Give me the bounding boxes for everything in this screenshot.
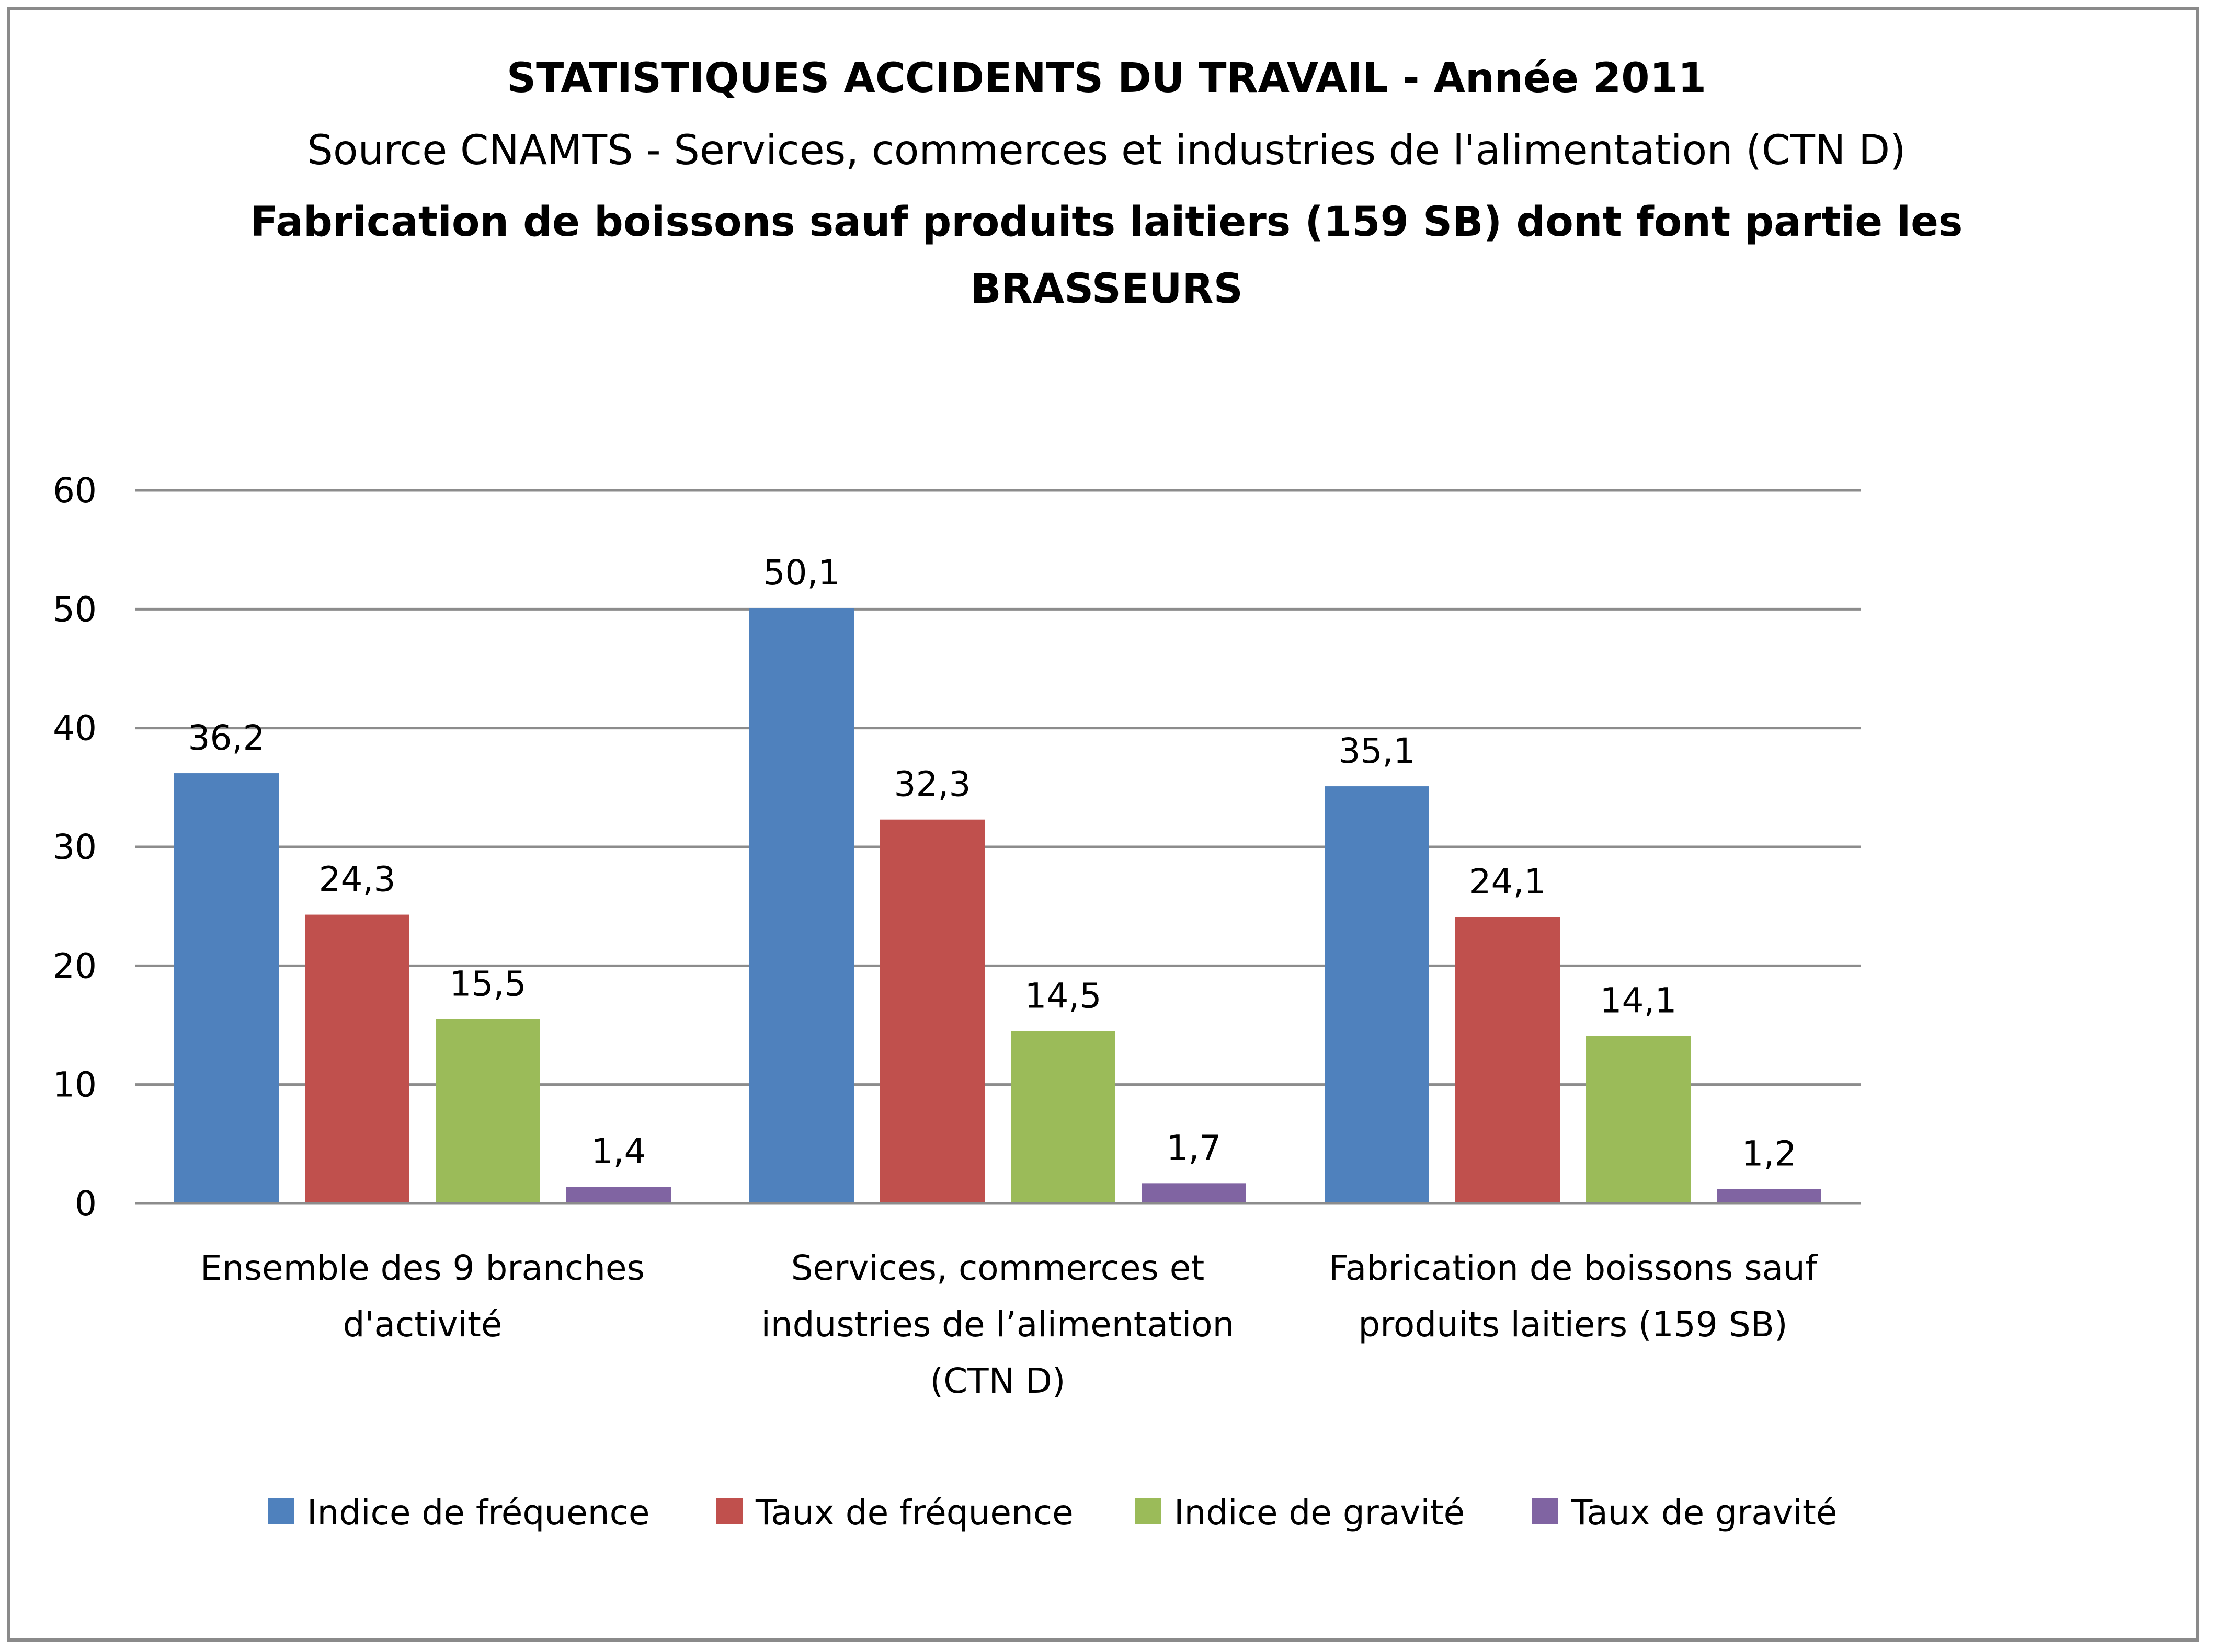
legend: Indice de fréquence Taux de fréquence Indi… [268, 1493, 1838, 1533]
bar-1-0 [749, 608, 854, 1203]
category-label: Services, commerces et [791, 1248, 1205, 1288]
legend-item-label: Indice de fréquence [307, 1493, 649, 1533]
bar-1-1 [880, 819, 985, 1203]
data-labels: 36,2 24,3 15,5 1,4 50,1 32,3 14,5 1,7 35,1 24,1 14… [188, 553, 1797, 1174]
bar-1-3 [1142, 1183, 1246, 1203]
data-label: 15,5 [450, 964, 527, 1004]
data-label: 1,7 [1167, 1128, 1222, 1168]
category-label: d'activité [343, 1304, 503, 1345]
y-tick-label: 40 [53, 708, 97, 749]
category-label: industries de l’alimentation [761, 1304, 1235, 1345]
data-label: 24,3 [319, 859, 396, 900]
data-label: 36,2 [188, 718, 265, 758]
data-label: 1,4 [591, 1131, 646, 1172]
legend-swatch [1135, 1498, 1161, 1524]
legend-item-label: Indice de gravité [1174, 1493, 1465, 1533]
chart-subtitle: Source CNAMTS - Services, commerces et i… [307, 127, 1906, 174]
legend-swatch [716, 1498, 743, 1524]
category-label: Fabrication de boissons sauf [1329, 1248, 1818, 1288]
bar-0-1 [305, 914, 409, 1203]
bar-0-2 [436, 1019, 540, 1203]
bar-1-2 [1011, 1031, 1115, 1203]
y-tick-label: 10 [53, 1065, 97, 1105]
y-tick-label: 50 [53, 589, 97, 629]
chart-frame [7, 7, 2199, 1642]
category-label: Ensemble des 9 branches [200, 1248, 645, 1288]
data-label: 14,1 [1600, 980, 1677, 1020]
y-tick-label: 20 [53, 946, 97, 986]
chart-subtitle-2-line-2: BRASSEURS [970, 266, 1243, 313]
legend-swatch [268, 1498, 294, 1524]
category-label: produits laitiers (159 SB) [1358, 1304, 1787, 1345]
y-tick-label: 0 [75, 1184, 97, 1224]
data-label: 50,1 [763, 553, 840, 593]
data-label: 24,1 [1469, 862, 1546, 902]
bar-2-1 [1455, 917, 1560, 1203]
data-label: 1,2 [1742, 1134, 1797, 1174]
data-label: 32,3 [894, 764, 971, 805]
bar-0-3 [566, 1187, 671, 1203]
legend-item-label: Taux de fréquence [755, 1493, 1074, 1533]
legend-item-label: Taux de gravité [1571, 1493, 1838, 1533]
bar-0-0 [174, 773, 279, 1203]
category-label: (CTN D) [930, 1361, 1065, 1401]
bar-2-3 [1717, 1189, 1821, 1203]
bars [135, 608, 1861, 1205]
bar-2-2 [1586, 1036, 1691, 1203]
data-label: 35,1 [1339, 731, 1416, 771]
category-labels: Ensemble des 9 branches d'activité Service… [200, 1248, 1818, 1401]
bar-2-0 [1325, 786, 1429, 1203]
chart-title: STATISTIQUES ACCIDENTS DU TRAVAIL - Anné… [506, 55, 1707, 102]
y-axis-ticks: 0 10 20 30 40 50 60 [53, 471, 97, 1224]
legend-swatch [1532, 1498, 1558, 1524]
chart-subtitle-2-line-1: Fabrication de boissons sauf produits la… [250, 199, 1963, 246]
y-tick-label: 30 [53, 827, 97, 867]
data-label: 14,5 [1025, 976, 1102, 1016]
y-tick-label: 60 [53, 471, 97, 511]
